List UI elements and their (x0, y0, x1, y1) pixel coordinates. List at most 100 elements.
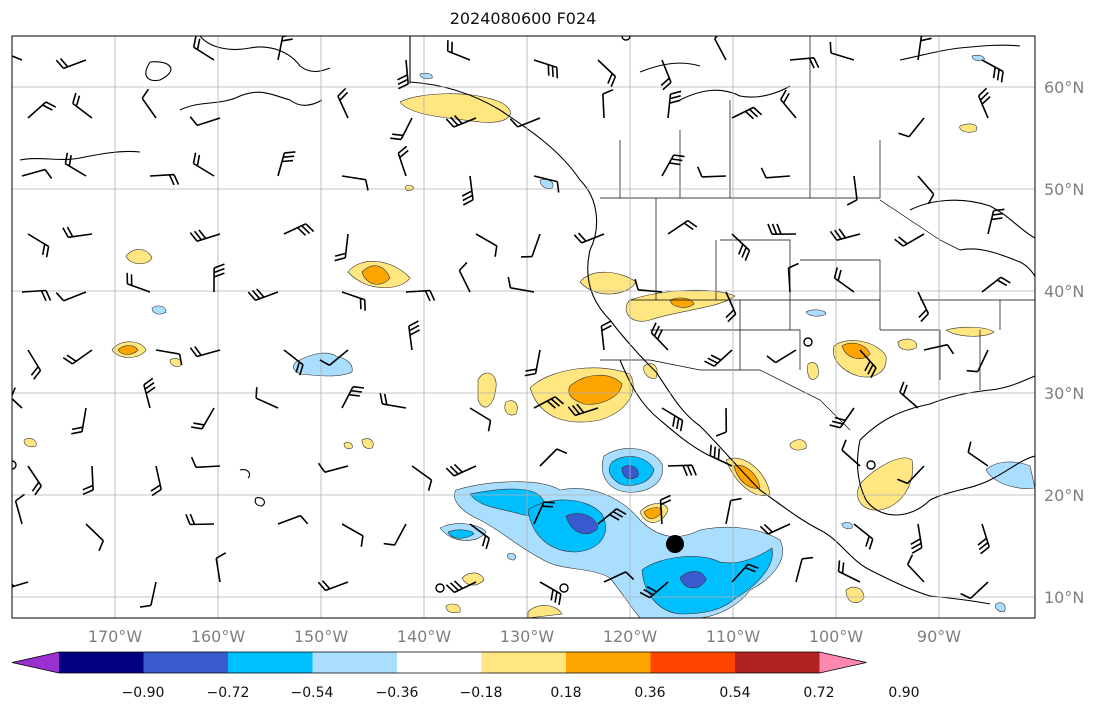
wind-barb (539, 581, 562, 606)
wind-barb (533, 59, 559, 79)
wind-barb (445, 580, 477, 594)
wind-barb (661, 154, 685, 177)
colorbar-segment (59, 652, 145, 673)
wind-barb (155, 349, 183, 366)
wind-barb (837, 560, 861, 583)
lon-label: 90°W (917, 627, 961, 646)
wind-barb (397, 145, 409, 177)
wind-barb (520, 233, 541, 258)
wind-barb (190, 456, 221, 469)
wind-barb (731, 106, 763, 120)
wind-barb (603, 571, 635, 583)
wind-barb (277, 514, 309, 525)
wind-barb (283, 349, 304, 376)
wind-barb (446, 40, 471, 61)
wind-barb (524, 349, 541, 377)
wind-barb (760, 167, 791, 179)
wind-barb (507, 276, 535, 293)
wind-barb (966, 349, 989, 373)
storm-center-marker (666, 535, 684, 553)
colorbar-tick-label: 0.72 (803, 685, 834, 701)
wind-barb (917, 36, 932, 61)
wind-barb (731, 563, 759, 583)
wind-barb (660, 59, 672, 91)
wind-barb (509, 117, 541, 128)
wind-barb (12, 55, 23, 61)
wind-barb (189, 116, 221, 127)
wind-barb (62, 226, 93, 239)
colorbar-segment (143, 652, 229, 673)
wind-barb (661, 407, 684, 432)
wind-barb (898, 117, 925, 138)
lat-label: 20°N (1044, 486, 1084, 505)
lat-label: 10°N (1044, 588, 1084, 607)
wind-barb (704, 349, 733, 367)
wind-barb (894, 233, 925, 247)
wind-barb (458, 261, 471, 293)
colorbar-tick-label: −0.72 (207, 685, 250, 701)
lon-label: 160°W (191, 627, 246, 646)
wind-barb (71, 407, 87, 435)
lon-label: 130°W (500, 627, 555, 646)
lon-label: 150°W (294, 627, 349, 646)
wind-barb (981, 276, 1011, 293)
wind-barb (445, 115, 477, 128)
calm-markers (12, 36, 876, 593)
wind-barb (383, 523, 407, 546)
wind-barb (981, 59, 1004, 83)
wind-barb (780, 89, 797, 119)
wind-barb (189, 346, 221, 358)
wind-barb (408, 320, 420, 351)
gridlines (12, 36, 1035, 618)
lat-label: 60°N (1044, 78, 1084, 97)
lat-label: 40°N (1044, 282, 1084, 301)
wind-barb (469, 407, 492, 432)
wind-barb (62, 349, 93, 365)
political-borders (409, 36, 1035, 431)
coastlines (19, 36, 1035, 605)
wind-barb (469, 523, 490, 550)
wind-barb (213, 263, 225, 293)
wind-barb (829, 228, 861, 241)
wind-barb (341, 385, 365, 409)
wind-barb (533, 396, 565, 409)
colorbar-segment (481, 652, 567, 673)
colorbar-tick-label: 0.36 (634, 685, 665, 701)
lat-label: 30°N (1044, 384, 1084, 403)
wind-barb (379, 392, 407, 409)
wind-barb (72, 92, 93, 119)
wind-barb (82, 465, 94, 496)
wind-barb (709, 444, 733, 467)
wind-barb (319, 349, 349, 366)
wind-barb (789, 57, 820, 69)
wind-barb (573, 232, 605, 244)
colorbar-segment (397, 652, 483, 673)
wind-barb (846, 175, 858, 206)
wind-barb (696, 166, 727, 178)
wind-barb (767, 223, 797, 235)
wind-barb (795, 556, 814, 583)
wind-barb (461, 175, 474, 206)
lon-label: 140°W (397, 627, 452, 646)
colorbar-tick-label: −0.90 (122, 685, 165, 701)
wind-barb (853, 523, 874, 550)
colorbar-tick-label: 0.54 (719, 685, 750, 701)
wind-barb (759, 523, 791, 535)
colorbar-segment (650, 652, 736, 673)
wind-barb (910, 523, 923, 554)
wind-barb (397, 59, 409, 90)
wind-barb (190, 407, 215, 430)
wind-barb (12, 581, 29, 588)
colorbar-segment (228, 652, 314, 673)
wind-barb (897, 465, 925, 485)
wind-barb (987, 208, 1005, 235)
wind-barb (917, 175, 935, 205)
wind-barb (533, 501, 555, 525)
wind-barb (597, 508, 627, 525)
wind-barb (659, 494, 672, 525)
wind-barb (317, 462, 349, 473)
wind-barb (667, 219, 698, 235)
colorbar (11, 651, 867, 674)
map-title: 2024080600 F024 (449, 9, 597, 28)
